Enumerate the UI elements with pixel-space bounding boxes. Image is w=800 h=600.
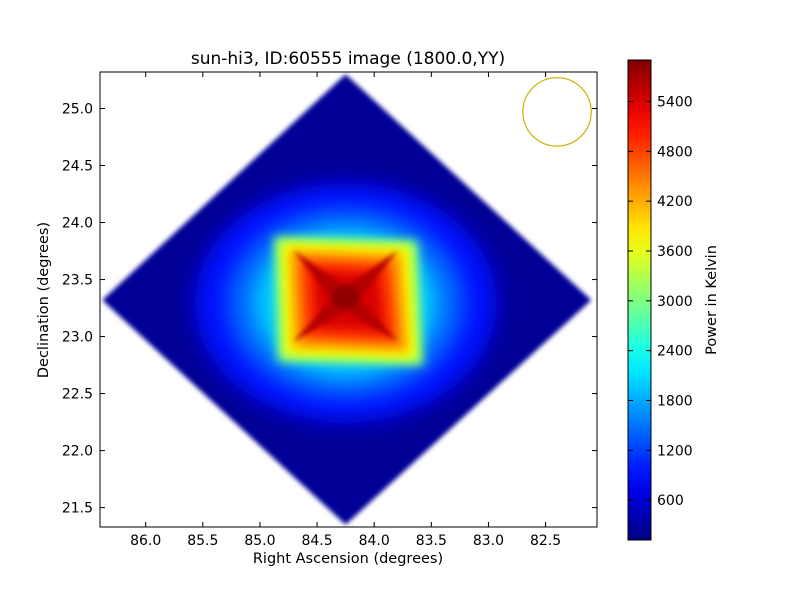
colorbar-tick-label: 4800 — [657, 144, 693, 160]
y-tick-label: 24.0 — [62, 216, 93, 232]
colorbar-gradient — [628, 60, 651, 540]
y-tick-label: 25.0 — [62, 101, 93, 117]
x-tick-label: 84.5 — [301, 533, 332, 549]
colorbar-tick-label: 1200 — [657, 443, 693, 459]
colorbar-tick-label: 3000 — [657, 294, 693, 310]
x-axis-ticks: 86.0 85.5 85.0 84.5 84.0 83.5 83.0 82.5 — [130, 72, 561, 549]
colorbar: 600 1200 1800 2400 3000 3600 4200 4800 5400 — [627, 59, 693, 541]
y-tick-label: 24.5 — [62, 159, 93, 175]
y-tick-label: 22.0 — [62, 444, 93, 460]
y-axis-label: Declination (degrees) — [36, 222, 52, 378]
beam-circle — [522, 77, 592, 147]
y-tick-label: 22.5 — [62, 387, 93, 403]
x-tick-label: 83.5 — [416, 533, 447, 549]
y-axis-ticks: 21.5 22.0 22.5 23.0 23.5 24.0 24.5 25.0 — [62, 101, 597, 517]
peak-center — [332, 285, 360, 309]
x-tick-label: 85.5 — [187, 533, 218, 549]
colorbar-label: Power in Kelvin — [704, 245, 720, 355]
x-tick-label: 85.0 — [244, 533, 275, 549]
x-tick-label: 83.0 — [473, 533, 504, 549]
x-tick-label: 84.0 — [359, 533, 390, 549]
colorbar-tick-label: 2400 — [657, 344, 693, 360]
y-tick-label: 21.5 — [62, 501, 93, 517]
colorbar-tick-label: 3600 — [657, 244, 693, 260]
heatmap-image — [102, 74, 592, 525]
plot-frame — [99, 71, 598, 528]
colorbar-tick-label: 5400 — [657, 95, 693, 111]
colorbar-tick-label: 1800 — [657, 393, 693, 409]
colorbar-frame — [627, 59, 652, 541]
y-tick-label: 23.0 — [62, 330, 93, 346]
y-tick-label: 23.5 — [62, 273, 93, 289]
colorbar-tick-label: 4200 — [657, 194, 693, 210]
x-axis-label: Right Ascension (degrees) — [253, 551, 443, 567]
chart-title: sun-hi3, ID:60555 image (1800.0,YY) — [191, 49, 505, 69]
plot-area: 86.0 85.5 85.0 84.5 84.0 83.5 83.0 82.5 21.5 22.… — [62, 71, 598, 549]
x-tick-label: 82.5 — [530, 533, 561, 549]
colorbar-tick-label: 600 — [657, 493, 684, 509]
colorbar-ticks: 600 1200 1800 2400 3000 3600 4200 4800 5400 — [628, 95, 693, 509]
x-tick-label: 86.0 — [130, 533, 161, 549]
